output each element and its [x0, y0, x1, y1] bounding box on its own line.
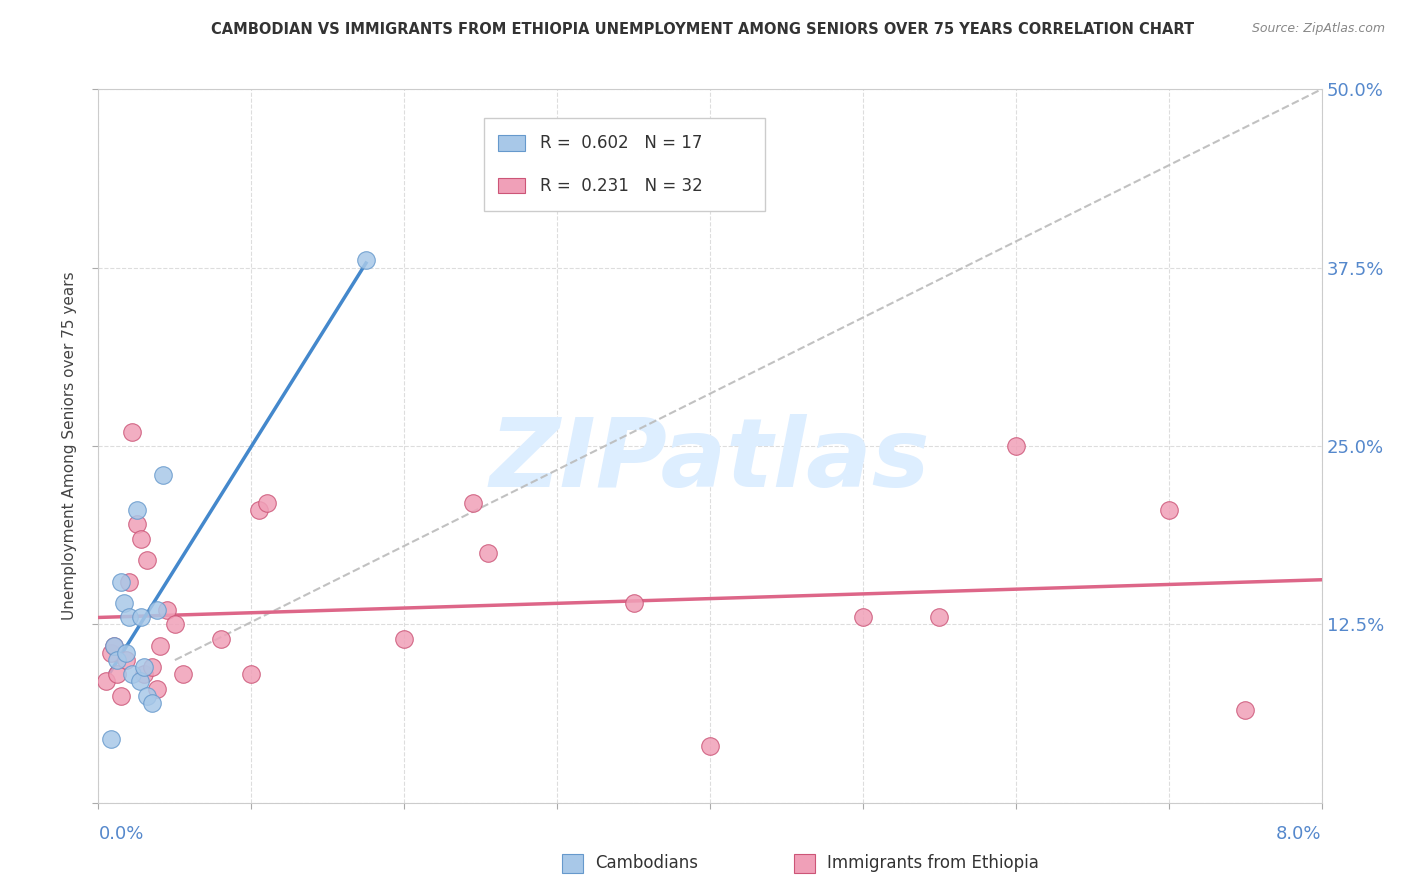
Point	[134, 667, 156, 681]
Bar	[498, 135, 526, 151]
Point	[115, 653, 138, 667]
Point	[105, 653, 128, 667]
Point	[145, 603, 167, 617]
Point	[115, 646, 138, 660]
Text: 0.0%: 0.0%	[98, 825, 143, 843]
Text: ZIPatlas: ZIPatlas	[489, 414, 931, 507]
Point	[112, 596, 135, 610]
Point	[136, 689, 159, 703]
Bar	[498, 178, 526, 194]
Point	[247, 503, 270, 517]
Point	[100, 646, 122, 660]
Point	[134, 660, 156, 674]
Point	[477, 546, 499, 560]
Point	[136, 553, 159, 567]
Text: R =  0.602   N = 17: R = 0.602 N = 17	[540, 134, 703, 152]
Text: Immigrants from Ethiopia: Immigrants from Ethiopia	[827, 855, 1039, 872]
Text: CAMBODIAN VS IMMIGRANTS FROM ETHIOPIA UNEMPLOYMENT AMONG SENIORS OVER 75 YEARS C: CAMBODIAN VS IMMIGRANTS FROM ETHIOPIA UN…	[211, 22, 1195, 37]
Text: Cambodians: Cambodians	[595, 855, 697, 872]
Point	[852, 610, 875, 624]
Point	[156, 603, 179, 617]
Point	[103, 639, 125, 653]
Point	[118, 610, 141, 624]
Point	[1157, 503, 1180, 517]
Y-axis label: Unemployment Among Seniors over 75 years: Unemployment Among Seniors over 75 years	[62, 272, 77, 620]
Point	[125, 503, 148, 517]
Text: 8.0%: 8.0%	[1277, 825, 1322, 843]
Point	[461, 496, 484, 510]
Point	[94, 674, 117, 689]
FancyBboxPatch shape	[484, 118, 765, 211]
Point	[172, 667, 194, 681]
Point	[1234, 703, 1257, 717]
Point	[121, 425, 143, 439]
Point	[256, 496, 278, 510]
Point	[699, 739, 721, 753]
Point	[928, 610, 950, 624]
Point	[623, 596, 645, 610]
Point	[129, 610, 152, 624]
Text: Source: ZipAtlas.com: Source: ZipAtlas.com	[1251, 22, 1385, 36]
Point	[103, 639, 125, 653]
Point	[209, 632, 232, 646]
Point	[110, 689, 132, 703]
Point	[392, 632, 416, 646]
Point	[118, 574, 141, 589]
Point	[163, 617, 186, 632]
Point	[152, 467, 174, 482]
Text: R =  0.231   N = 32: R = 0.231 N = 32	[540, 177, 703, 194]
Point	[100, 731, 122, 746]
Point	[121, 667, 143, 681]
Point	[354, 253, 377, 268]
Point	[1004, 439, 1026, 453]
Point	[110, 574, 132, 589]
Point	[105, 667, 128, 681]
Point	[141, 696, 163, 710]
Point	[129, 532, 152, 546]
Point	[149, 639, 172, 653]
Point	[128, 674, 150, 689]
Point	[141, 660, 163, 674]
Point	[125, 517, 148, 532]
Point	[145, 681, 167, 696]
Point	[240, 667, 263, 681]
